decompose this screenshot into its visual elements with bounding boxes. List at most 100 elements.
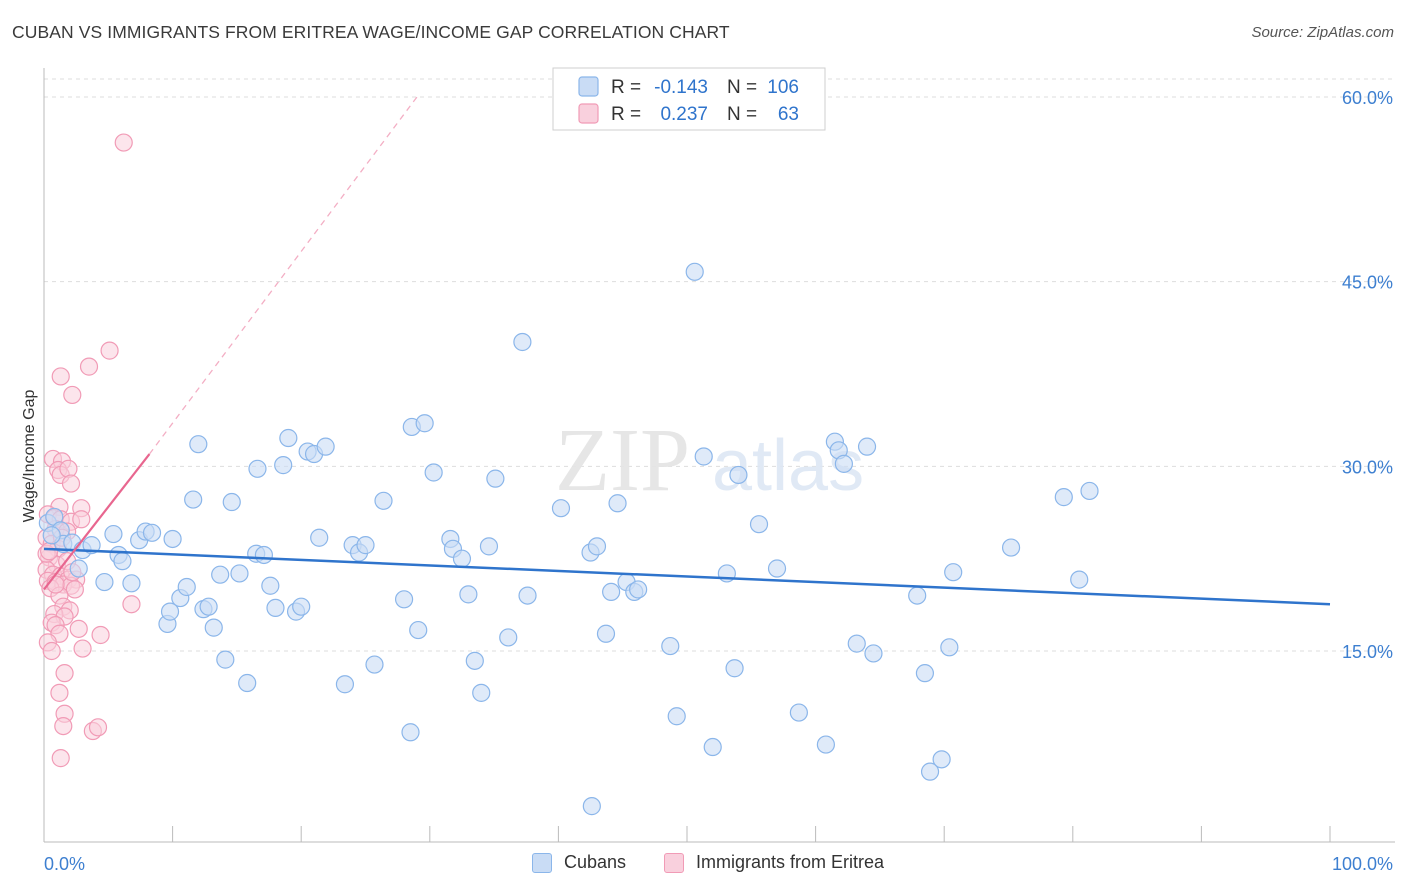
- cuban-point: [401, 723, 420, 742]
- legend-item-eritrea[interactable]: Immigrants from Eritrea: [664, 852, 884, 873]
- cuban-point: [335, 675, 355, 694]
- cuban-point: [729, 465, 748, 485]
- cuban-point: [122, 574, 141, 593]
- cuban-point: [608, 494, 627, 513]
- cuban-point: [513, 332, 532, 352]
- cuban-point: [703, 737, 722, 757]
- cuban-point: [479, 537, 499, 556]
- stats-n-label: N =: [727, 77, 757, 98]
- cuban-trend-line: [43, 547, 1331, 606]
- cuban-point: [279, 428, 298, 448]
- stats-n-label: N =: [727, 104, 757, 125]
- eritrea-point: [59, 459, 78, 478]
- cuban-point: [725, 659, 744, 678]
- cuban-point: [749, 515, 769, 534]
- cuban-point: [920, 762, 940, 781]
- cuban-point: [596, 624, 616, 643]
- cuban-point: [834, 454, 853, 473]
- cuban-point: [248, 459, 267, 478]
- cuban-point: [356, 536, 375, 555]
- eritrea-point: [69, 619, 88, 638]
- cuban-point: [211, 565, 230, 584]
- chart-source: Source: ZipAtlas.com: [1251, 24, 1394, 41]
- cuban-point: [915, 664, 935, 683]
- cuban-point: [142, 523, 162, 542]
- gridlines: [44, 78, 1395, 652]
- stats-r-value: -0.143: [654, 77, 708, 98]
- cuban-point: [499, 628, 518, 647]
- stats-swatch-pink: [578, 103, 599, 124]
- cuban-point: [465, 651, 484, 670]
- cuban-point: [944, 563, 963, 582]
- cuban-point: [767, 559, 787, 578]
- cuban-point: [230, 564, 249, 583]
- cuban-point: [163, 529, 182, 549]
- cuban-point: [940, 638, 959, 657]
- cuban-point: [459, 585, 478, 604]
- cuban-point: [551, 499, 571, 518]
- axes: 15.0% 30.0% 45.0% 60.0% 0.0% 100.0%: [43, 68, 1395, 874]
- cuban-point: [254, 545, 274, 565]
- cuban-point: [238, 673, 257, 693]
- eritrea-trend-line: [43, 453, 151, 591]
- y-tick-label: 15.0%: [1342, 642, 1393, 662]
- cuban-point: [199, 597, 218, 616]
- cuban-point: [365, 655, 384, 674]
- cuban-point: [113, 552, 132, 571]
- cuban-point: [409, 620, 428, 640]
- cuban-point: [69, 559, 88, 578]
- trend-lines: [43, 96, 1331, 606]
- cuban-point: [816, 735, 835, 754]
- cuban-point: [189, 435, 208, 454]
- cuban-point: [104, 524, 123, 544]
- cuban-point: [789, 703, 808, 722]
- eritrea-points: [37, 133, 141, 768]
- cuban-point: [661, 636, 680, 656]
- stats-legend: R = -0.143 N = 106 R = 0.237 N = 63: [552, 67, 826, 131]
- cuban-point: [602, 582, 621, 602]
- cuban-point: [266, 598, 285, 618]
- eritrea-point: [42, 641, 61, 661]
- x-tick-label: 0.0%: [44, 854, 85, 874]
- eritrea-point: [73, 639, 92, 658]
- cuban-point: [222, 492, 241, 512]
- watermark-zip: ZIP: [555, 411, 690, 510]
- cuban-point: [667, 707, 686, 726]
- cuban-point: [932, 750, 951, 769]
- cuban-point: [629, 580, 648, 599]
- cuban-point: [472, 683, 491, 702]
- cuban-point: [292, 597, 311, 616]
- y-tick-label: 45.0%: [1342, 273, 1393, 293]
- cuban-point: [42, 526, 61, 545]
- eritrea-point: [50, 683, 69, 702]
- stats-swatch-blue: [578, 76, 599, 97]
- bottom-legend: Cubans Immigrants from Eritrea: [0, 852, 1406, 880]
- cuban-point: [582, 797, 601, 816]
- cuban-point: [847, 634, 866, 653]
- cuban-point: [184, 490, 203, 509]
- cuban-point: [216, 650, 235, 669]
- legend-swatch-eritrea: [664, 852, 684, 873]
- eritrea-point: [122, 595, 141, 614]
- cuban-point: [177, 577, 196, 597]
- cuban-point: [204, 618, 223, 637]
- eritrea-point: [88, 718, 108, 737]
- y-tick-label: 60.0%: [1342, 88, 1393, 108]
- eritrea-point: [46, 575, 65, 594]
- legend-swatch-cubans: [532, 852, 552, 873]
- cuban-point: [694, 447, 713, 466]
- cuban-point: [486, 469, 505, 488]
- legend-item-cubans[interactable]: Cubans: [532, 852, 626, 873]
- eritrea-point: [79, 357, 99, 376]
- cuban-point: [261, 576, 280, 595]
- cuban-point: [1001, 538, 1021, 557]
- legend-label-cubans: Cubans: [564, 852, 627, 872]
- x-tick-label: 100.0%: [1332, 854, 1393, 874]
- cuban-point: [424, 463, 443, 482]
- eritrea-point: [61, 474, 81, 493]
- eritrea-point: [114, 133, 133, 152]
- cuban-point: [310, 528, 329, 547]
- cuban-point: [82, 536, 101, 555]
- cuban-point: [1070, 570, 1089, 589]
